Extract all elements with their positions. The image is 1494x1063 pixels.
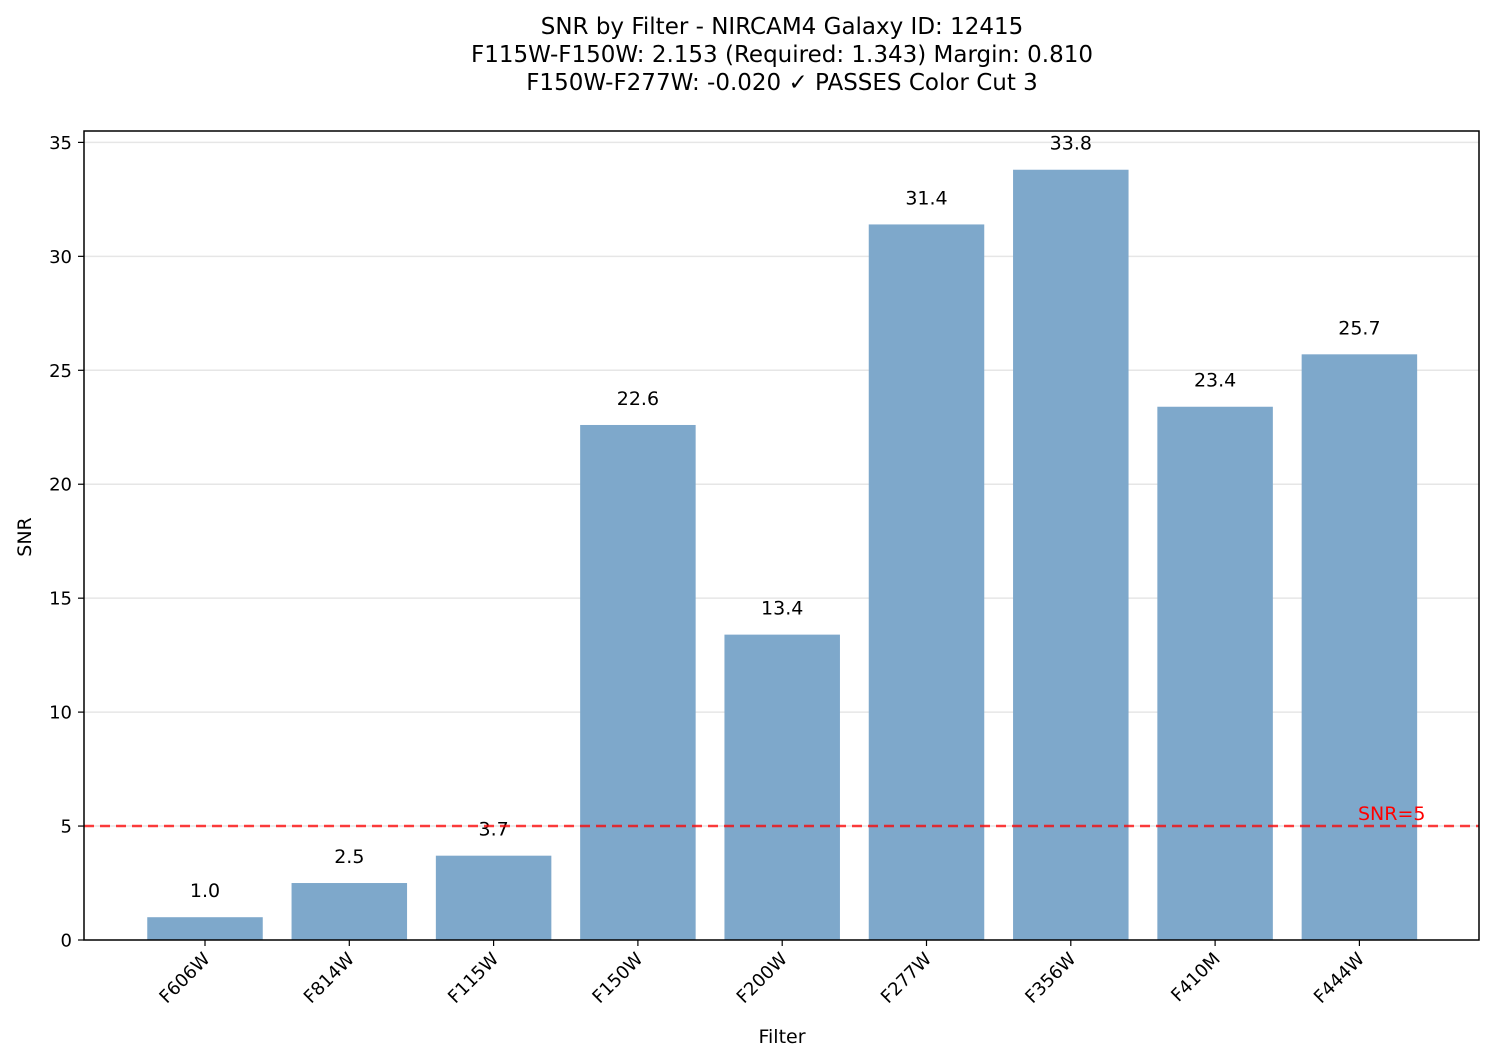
y-tick-label: 10 <box>49 703 72 724</box>
bar-f277w <box>868 224 985 940</box>
y-tick-label: 35 <box>49 133 72 154</box>
y-axis: 0 5 10 15 20 25 30 35 <box>49 133 84 952</box>
bar-value-label: 1.0 <box>190 880 220 902</box>
reference-line-group: SNR=5 <box>84 803 1479 828</box>
bar-value-label: 23.4 <box>1194 370 1236 392</box>
bar-value-label: 2.5 <box>334 846 364 868</box>
bar-f150w <box>580 424 696 941</box>
bar-f356w <box>1013 169 1129 940</box>
bar-value-label: 22.6 <box>617 388 659 410</box>
bar-f200w <box>724 634 840 940</box>
bar-f444w <box>1301 354 1418 940</box>
y-tick-label: 5 <box>61 817 72 838</box>
chart-title: SNR by Filter - NIRCAM4 Galaxy ID: 12415… <box>471 14 1093 96</box>
bar-f115w <box>435 855 552 940</box>
y-tick-label: 30 <box>49 247 72 268</box>
chart-title-line-1: SNR by Filter - NIRCAM4 Galaxy ID: 12415 <box>541 14 1024 40</box>
chart-title-line-2: F115W-F150W: 2.153 (Required: 1.343) Mar… <box>471 42 1093 68</box>
x-axis-label: Filter <box>758 1026 805 1048</box>
bar-value-label: 25.7 <box>1338 317 1380 339</box>
bars: 1.0 2.5 3.7 22.6 13.4 31.4 33.8 23.4 25.7 <box>147 133 1418 941</box>
plot-frame <box>83 130 1480 941</box>
y-tick-label: 20 <box>49 475 72 496</box>
bar-f410m <box>1157 406 1273 940</box>
bar-value-label: 31.4 <box>905 187 947 209</box>
y-tick-label: 15 <box>49 589 72 610</box>
snr-threshold-label: SNR=5 <box>1358 803 1425 825</box>
bar-value-label: 33.8 <box>1050 133 1092 155</box>
chart-title-line-3: F150W-F277W: -0.020 ✓ PASSES Color Cut 3 <box>526 70 1038 96</box>
y-tick-label: 25 <box>49 361 72 382</box>
bar-f814w <box>291 883 408 940</box>
bar-value-label: 13.4 <box>761 598 803 620</box>
bar-f606w <box>147 917 263 940</box>
y-tick-label: 0 <box>61 931 72 952</box>
bar-value-label: 3.7 <box>478 819 508 841</box>
y-axis-label: SNR <box>14 517 36 556</box>
